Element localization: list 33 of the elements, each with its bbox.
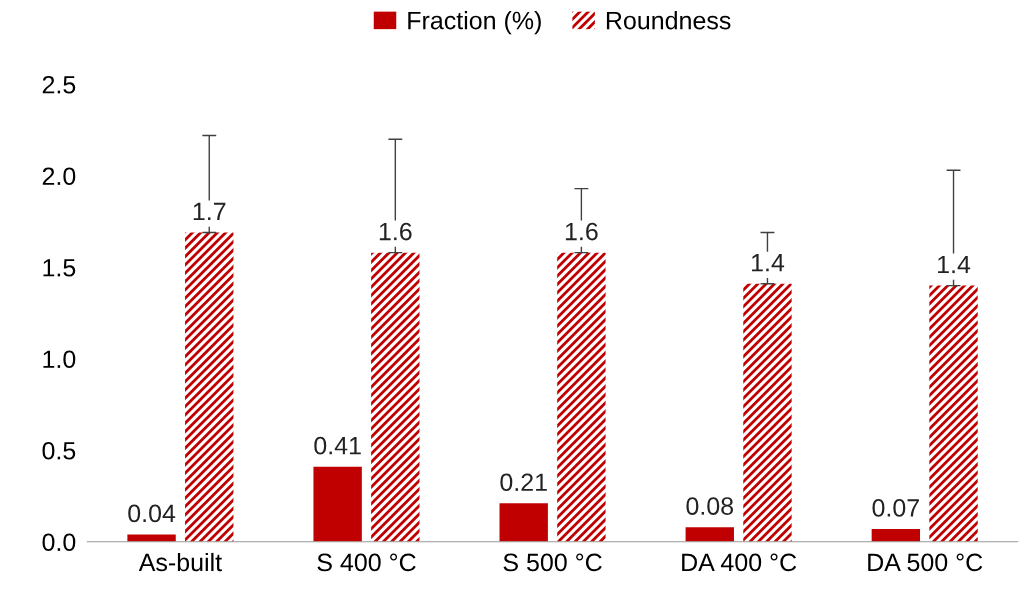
- data-label: 0.41: [314, 436, 361, 455]
- data-label: 0.21: [500, 473, 547, 492]
- bar: [313, 466, 362, 542]
- data-label: 1.4: [751, 254, 785, 272]
- bar: [127, 534, 176, 542]
- bar: [499, 503, 548, 542]
- data-label: 1.6: [379, 222, 412, 241]
- x-tick-label: DA 500 °C: [868, 553, 983, 572]
- bar: [557, 252, 606, 542]
- x-tick-label: DA 400 °C: [682, 553, 797, 572]
- data-label: 1.4: [938, 255, 971, 274]
- data-label: 0.07: [872, 499, 919, 517]
- y-tick-label: 2.0: [42, 167, 76, 186]
- y-tick-label: 1.0: [43, 350, 76, 369]
- y-tick-label: 0.0: [42, 533, 76, 552]
- data-label: 0.08: [686, 497, 734, 515]
- x-tick-label: As-built: [138, 552, 222, 572]
- y-tick-label: 1.5: [43, 259, 76, 277]
- x-tick-label: S 500 °C: [503, 553, 602, 572]
- legend-label: Roundness: [606, 11, 731, 30]
- bar: [685, 527, 734, 542]
- data-label: 1.7: [193, 202, 226, 221]
- y-tick-label: 0.5: [42, 441, 76, 460]
- data-label: 0.04: [128, 504, 176, 523]
- bar: [929, 285, 978, 542]
- bar: [185, 232, 234, 542]
- bar: [743, 283, 792, 542]
- bar: [371, 252, 420, 542]
- bar: [871, 528, 921, 542]
- y-tick-label: 2.5: [42, 75, 76, 94]
- data-label: 1.6: [565, 222, 598, 241]
- legend-label: Fraction (%): [408, 11, 541, 35]
- x-tick-label: S 400 °C: [317, 553, 416, 572]
